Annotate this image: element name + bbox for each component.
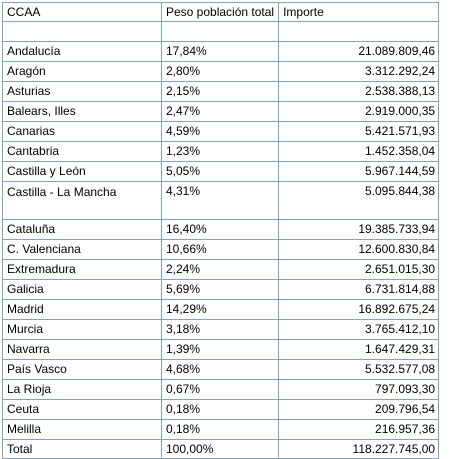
importe-cell: 209.796,54 [278,399,440,420]
peso-cell: 0,67% [160,379,280,400]
table-row: Navarra 1,39% 1.647.429,31 [2,339,440,360]
table-row: C. Valenciana 10,66% 12.600.830,84 [2,239,440,260]
ccaa-cell: Castilla - La Mancha [2,181,162,220]
peso-cell: 14,29% [160,299,280,320]
header-importe: Importe [278,2,440,22]
table-row: Extremadura 2,24% 2.651.015,30 [2,259,440,280]
importe-cell: 5.421.571,93 [278,121,440,142]
peso-cell: 1,39% [160,339,280,360]
ccaa-cell: Madrid [2,299,162,320]
peso-cell: 2,80% [160,61,280,82]
ccaa-cell: Extremadura [2,259,162,280]
table-row: Balears, Illes 2,47% 2.919.000,35 [2,101,440,122]
empty-row [2,21,440,42]
importe-cell: 3.312.292,24 [278,61,440,82]
table-row: Melilla 0,18% 216.957,36 [2,419,440,440]
table-row: La Rioja 0,67% 797.093,30 [2,379,440,400]
peso-cell: 2,47% [160,101,280,122]
importe-cell: 21.089.809,46 [278,41,440,62]
table-row: Asturias 2,15% 2.538.388,13 [2,81,440,102]
importe-cell: 797.093,30 [278,379,440,400]
importe-cell: 5.967.144,59 [278,161,440,182]
importe-cell: 6.731.814,88 [278,279,440,300]
importe-cell: 16.892.675,24 [278,299,440,320]
peso-cell: 5,05% [160,161,280,182]
ccaa-cell: Balears, Illes [2,101,162,122]
table-row: Murcia 3,18% 3.765.412,10 [2,319,440,340]
table-row: Aragón 2,80% 3.312.292,24 [2,61,440,82]
table-row: Galicia 5,69% 6.731.814,88 [2,279,440,300]
empty-cell [2,21,162,42]
peso-cell: 3,18% [160,319,280,340]
table-row: Andalucía 17,84% 21.089.809,46 [2,41,440,62]
ccaa-distribution-table: CCAA Peso población total Importe Andalu… [2,2,440,459]
table-row: Canarias 4,59% 5.421.571,93 [2,121,440,142]
importe-cell: 2.919.000,35 [278,101,440,122]
total-importe: 118.227.745,00 [278,439,440,459]
table-row: Ceuta 0,18% 209.796,54 [2,399,440,420]
ccaa-cell: Galicia [2,279,162,300]
importe-cell: 1.452.358,04 [278,141,440,162]
importe-cell: 5.095.844,38 [278,181,440,220]
ccaa-cell: Andalucía [2,41,162,62]
ccaa-cell: C. Valenciana [2,239,162,260]
peso-cell: 1,23% [160,141,280,162]
total-row: Total 100,00% 118.227.745,00 [2,439,440,459]
header-peso-poblacion: Peso población total [160,2,280,22]
importe-cell: 1.647.429,31 [278,339,440,360]
importe-cell: 12.600.830,84 [278,239,440,260]
ccaa-cell: País Vasco [2,359,162,380]
ccaa-cell: Ceuta [2,399,162,420]
peso-cell: 5,69% [160,279,280,300]
header-ccaa: CCAA [2,2,162,22]
ccaa-cell: Asturias [2,81,162,102]
ccaa-cell: Navarra [2,339,162,360]
total-peso: 100,00% [160,439,280,459]
empty-cell [160,21,280,42]
ccaa-cell: Canarias [2,121,162,142]
ccaa-cell: Cataluña [2,219,162,240]
peso-cell: 0,18% [160,419,280,440]
peso-cell: 2,24% [160,259,280,280]
empty-cell [278,21,440,42]
table-row: País Vasco 4,68% 5.532.577,08 [2,359,440,380]
table-row: Madrid 14,29% 16.892.675,24 [2,299,440,320]
peso-cell: 4,68% [160,359,280,380]
peso-cell: 17,84% [160,41,280,62]
importe-cell: 216.957,36 [278,419,440,440]
ccaa-table-container: CCAA Peso población total Importe Andalu… [2,2,440,459]
ccaa-cell: Aragón [2,61,162,82]
peso-cell: 16,40% [160,219,280,240]
ccaa-cell: Castilla y León [2,161,162,182]
peso-cell: 2,15% [160,81,280,102]
peso-cell: 10,66% [160,239,280,260]
table-row: Castilla y León 5,05% 5.967.144,59 [2,161,440,182]
peso-cell: 4,59% [160,121,280,142]
importe-cell: 3.765.412,10 [278,319,440,340]
table-row: Castilla - La Mancha 4,31% 5.095.844,38 [2,181,440,220]
importe-cell: 19.385.733,94 [278,219,440,240]
peso-cell: 0,18% [160,399,280,420]
table-row: Cantabria 1,23% 1.452.358,04 [2,141,440,162]
importe-cell: 2.651.015,30 [278,259,440,280]
total-label: Total [2,439,162,459]
ccaa-cell: Murcia [2,319,162,340]
peso-cell: 4,31% [160,181,280,220]
table-header-row: CCAA Peso población total Importe [2,2,440,22]
ccaa-cell: Melilla [2,419,162,440]
ccaa-cell: Cantabria [2,141,162,162]
importe-cell: 2.538.388,13 [278,81,440,102]
importe-cell: 5.532.577,08 [278,359,440,380]
table-row: Cataluña 16,40% 19.385.733,94 [2,219,440,240]
ccaa-cell: La Rioja [2,379,162,400]
